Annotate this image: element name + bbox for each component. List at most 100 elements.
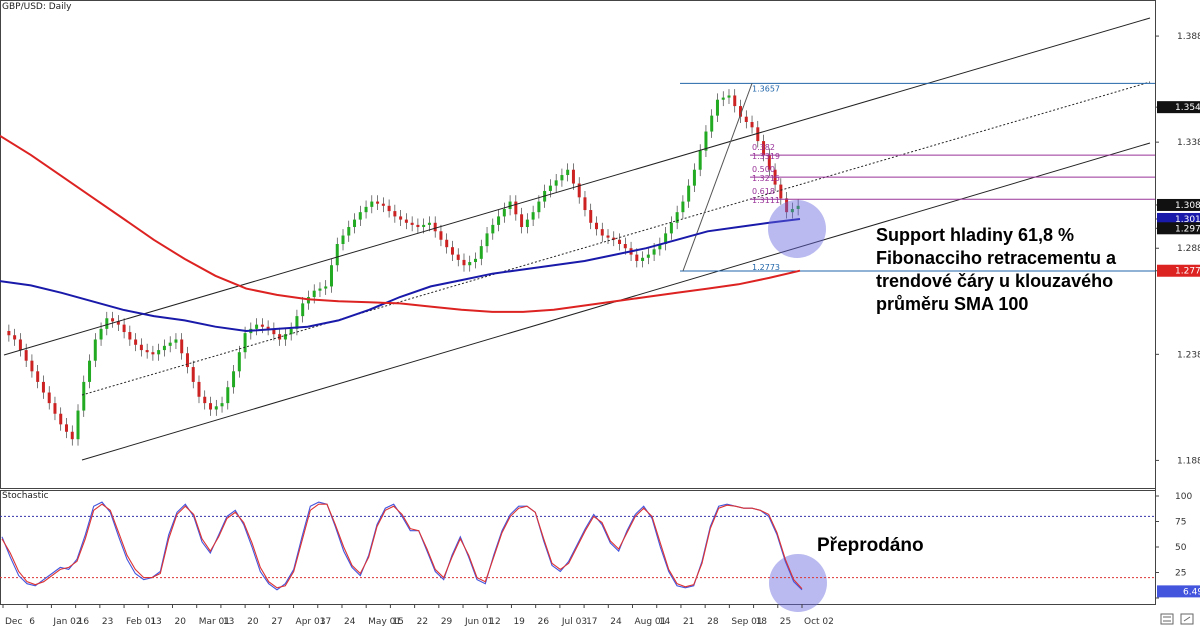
fib-ratio-label: 0.500 (752, 165, 775, 174)
candlestick-series (7, 89, 800, 446)
time-tick-label: Jul 03 (561, 617, 587, 627)
fib-low-label: 1.2773 (752, 263, 780, 272)
candle-body (687, 185, 691, 202)
candle-body (796, 205, 800, 209)
price-tick-label: 1.2380 (1177, 350, 1200, 360)
candle-body (260, 324, 264, 327)
candle-body (727, 95, 731, 98)
candle-body (710, 115, 714, 132)
candle-body (427, 222, 431, 225)
candle-body (762, 141, 766, 155)
support-annotation-line: Fibonacciho retracementu a (876, 248, 1117, 268)
candle-body (243, 333, 247, 353)
candle-body (353, 219, 357, 228)
candle-body (387, 205, 391, 212)
candle-body (750, 122, 754, 128)
candle-body (520, 214, 524, 228)
candle-body (652, 249, 656, 255)
candle-body (168, 342, 172, 346)
candle-body (347, 227, 351, 236)
candle-body (7, 330, 11, 336)
channel-upper-line (3, 17, 1151, 356)
candle-body (675, 212, 679, 223)
candle-body (237, 352, 241, 372)
candle-body (53, 403, 57, 414)
axes: 1.3880 1.3380 1.2880 1.2380 1.1880 1.3545 1.30… (2, 32, 1200, 627)
candle-body (76, 410, 80, 440)
price-tag (1157, 264, 1200, 277)
candle-body (767, 154, 771, 170)
candle-body (220, 403, 224, 407)
time-tick-label: Sep 01 (731, 617, 762, 627)
candle-body (13, 335, 17, 340)
candle-body (721, 97, 725, 100)
candle-body (145, 350, 149, 353)
candle-body (151, 352, 155, 355)
price-tag-label: 1.2974 (1175, 224, 1200, 234)
candle-body (203, 396, 207, 404)
candle-body (508, 201, 512, 209)
expand-icon[interactable] (1180, 613, 1194, 625)
stoch-value-tag (1157, 585, 1200, 598)
candle-body (485, 233, 489, 247)
candle-body (59, 413, 63, 425)
time-tick-label: 24 (610, 617, 622, 627)
candle-body (329, 265, 333, 287)
candle-body (566, 169, 570, 176)
candle-body (358, 212, 362, 220)
candle-body (577, 183, 581, 198)
candle-body (606, 235, 610, 238)
candle-body (618, 239, 622, 244)
time-tick-label: 17 (320, 617, 331, 627)
time-tick-label: Mar 01 (199, 617, 230, 627)
candle-body (422, 224, 426, 228)
candle-body (600, 229, 604, 236)
support-annotation-line: průměru SMA 100 (876, 294, 1029, 314)
time-tick-label: May 01 (368, 617, 401, 627)
candle-body (462, 259, 466, 266)
candle-body (191, 367, 195, 382)
candle-body (733, 95, 737, 107)
time-tick-label: 21 (683, 617, 694, 627)
candle-body (664, 233, 668, 244)
candle-body (82, 381, 86, 411)
candle-body (393, 211, 397, 217)
candle-body (324, 286, 328, 289)
time-tick-label: 12 (489, 617, 500, 627)
candle-body (531, 212, 535, 220)
sma100-line (0, 218, 801, 333)
candle-body (18, 339, 22, 351)
time-tick-label: 18 (756, 617, 768, 627)
candle-body (295, 316, 299, 329)
candle-body (479, 246, 483, 259)
stoch-tick-label: 75 (1175, 518, 1186, 528)
price-tag-label: 1.3018 (1175, 215, 1200, 225)
candle-body (376, 201, 380, 204)
candle-body (99, 328, 103, 340)
support-annotation-line: Support hladiny 61,8 % (876, 225, 1075, 245)
candle-body (416, 224, 420, 228)
fib-ratio-label: 0.382 (752, 143, 775, 152)
candle-body (134, 339, 138, 345)
time-tick-label: 22 (417, 617, 428, 627)
time-tick-label: 24 (344, 617, 356, 627)
support-annotation-line: trendové čáry u klouzavého (876, 271, 1114, 291)
settings-icon[interactable] (1160, 613, 1174, 625)
candle-body (197, 381, 201, 397)
candle-body (692, 169, 696, 186)
time-tick-label: Dec (5, 617, 22, 627)
candle-body (433, 222, 437, 232)
candle-body (514, 201, 518, 215)
candle-body (571, 169, 575, 184)
support-highlight (768, 200, 826, 258)
candle-body (157, 350, 161, 355)
candle-body (301, 303, 305, 317)
price-tag-label: 1.2774 (1175, 267, 1200, 277)
candle-body (779, 184, 783, 199)
candle-body (456, 254, 460, 260)
candle-body (439, 231, 443, 240)
candle-body (497, 216, 501, 225)
candle-body (790, 208, 794, 213)
